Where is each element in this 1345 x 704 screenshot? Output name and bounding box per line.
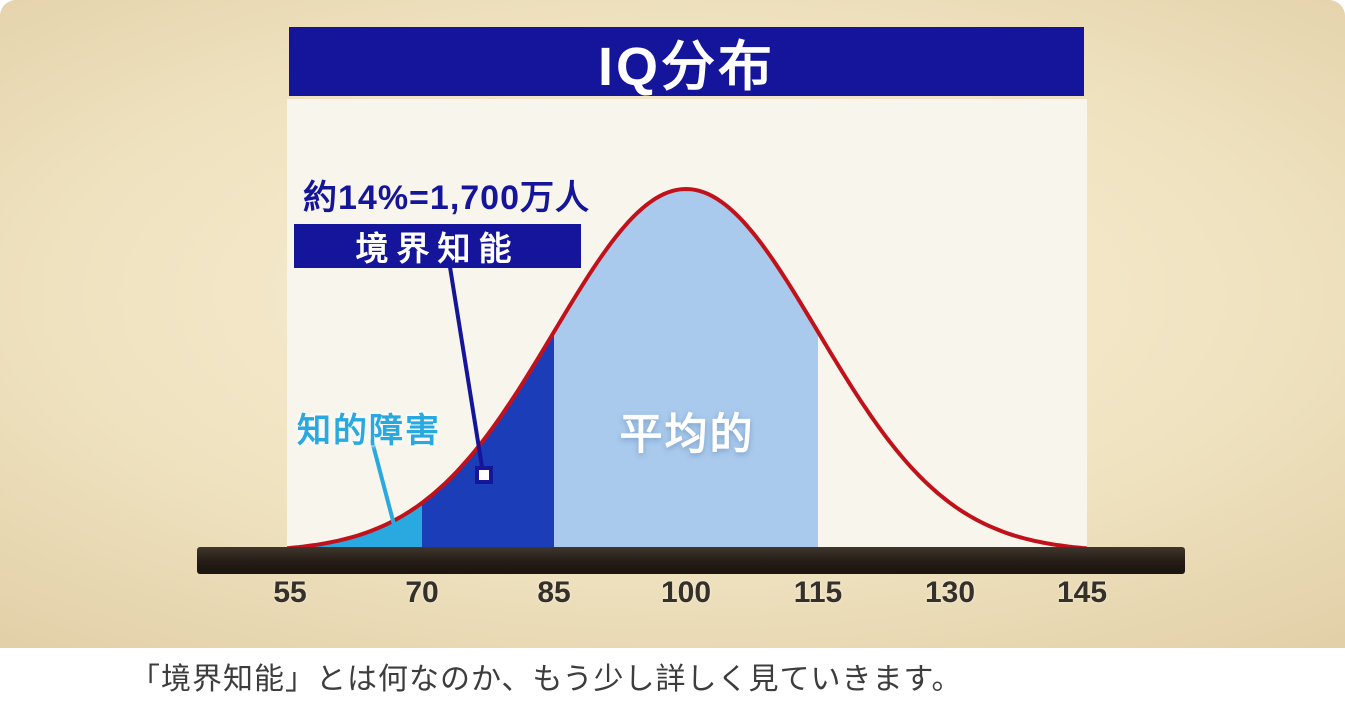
intellectual-callout-line: [370, 439, 399, 538]
borderline-label-box: 境界知能: [294, 224, 581, 268]
borderline-label: 境界知能: [355, 230, 520, 267]
intellectual-disability-label: 知的障害: [297, 412, 441, 450]
region-average: [554, 189, 818, 552]
x-tick-70: 70: [405, 576, 439, 609]
region-intellectual: [287, 502, 422, 552]
distribution-curve: [287, 186, 1087, 551]
x-tick-145: 145: [1056, 576, 1108, 609]
x-axis-bar: [197, 547, 1185, 574]
x-tick-100: 100: [660, 576, 712, 609]
caption-bar: 「境界知能」とは何なのか、もう少し詳しく見ていきます。: [0, 648, 1345, 704]
average-label: 平均的: [619, 411, 755, 459]
x-tick-85: 85: [537, 576, 571, 609]
chart-title: IQ分布: [597, 37, 775, 97]
iq-distribution-chart: [287, 186, 1087, 552]
borderline-callout-marker: [475, 466, 493, 484]
x-tick-55: 55: [273, 576, 307, 609]
x-tick-115: 115: [793, 576, 843, 609]
caption-text: 「境界知能」とは何なのか、もう少し詳しく見ていきます。: [130, 663, 963, 696]
borderline-callout-line: [448, 265, 485, 475]
stat-annotation: 約14%=1,700万人: [303, 179, 590, 217]
title-banner: IQ分布: [289, 27, 1084, 97]
x-tick-130: 130: [924, 576, 976, 609]
